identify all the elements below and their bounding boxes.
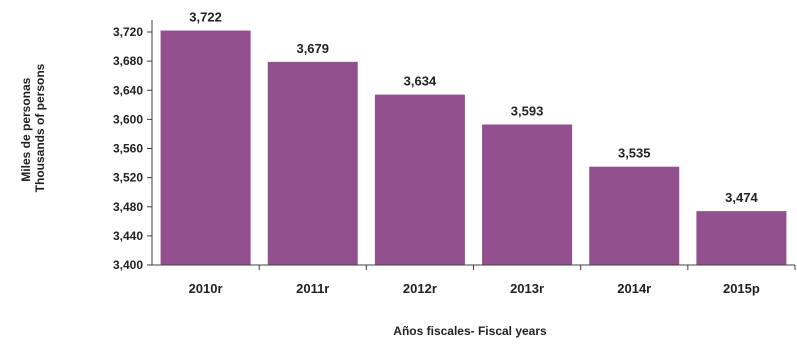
y-tick-label: 3,720 (113, 25, 143, 39)
y-tick-label: 3,480 (113, 200, 143, 214)
y-axis-title-line-1: Miles de personas (19, 77, 33, 181)
value-labels-group: 3,722 3,679 3,634 3,593 3,535 3,474 (189, 10, 758, 206)
y-tick-label: 3,520 (113, 171, 143, 185)
bar-value-label: 3,634 (404, 74, 437, 89)
bar (374, 94, 465, 266)
bar (482, 124, 573, 265)
x-tick-label: 2011r (296, 281, 329, 296)
bar (589, 166, 680, 265)
y-tick-label: 3,680 (113, 54, 143, 68)
bar (696, 211, 787, 265)
x-tick-label: 2014r (617, 281, 651, 296)
bar (160, 30, 251, 266)
x-tick-label: 2010r (189, 281, 223, 296)
y-tick-label: 3,560 (113, 142, 143, 156)
bar-value-label: 3,593 (511, 103, 544, 118)
x-ticks-group: 2010r 2011r 2012r 2013r 2014r 2015p (189, 265, 796, 296)
y-tick-label: 3,600 (113, 112, 143, 126)
y-axis-title-line-2: Thousands of persons (33, 63, 47, 192)
bar-value-label: 3,722 (189, 10, 222, 25)
y-tick-label: 3,640 (113, 83, 143, 97)
y-ticks-group: 3,400 3,440 3,480 3,520 3,560 3,600 3,640 3,680… (113, 25, 152, 272)
bar-value-label: 3,474 (725, 190, 758, 205)
bar-value-label: 3,535 (618, 146, 651, 161)
x-tick-label: 2012r (403, 281, 437, 296)
bar-value-label: 3,679 (296, 41, 329, 56)
x-axis-title: Años fiscales- Fiscal years (393, 324, 547, 338)
y-tick-label: 3,400 (113, 258, 143, 272)
bar (267, 61, 358, 266)
y-axis-title: Miles de personas Thousands of persons (19, 63, 47, 192)
y-tick-label: 3,440 (113, 229, 143, 243)
bars-group (160, 30, 787, 266)
x-tick-label: 2013r (510, 281, 544, 296)
x-tick-label: 2015p (723, 281, 760, 296)
